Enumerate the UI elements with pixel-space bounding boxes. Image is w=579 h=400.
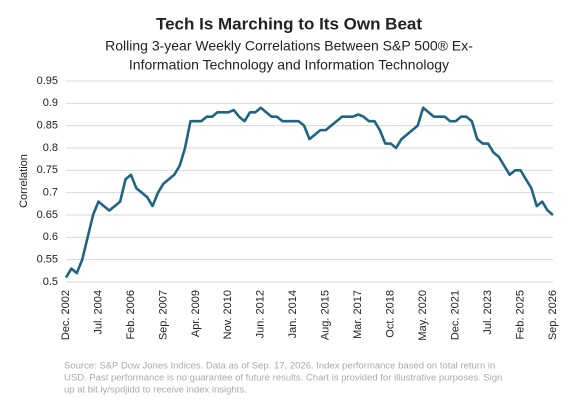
source-note: up at bit.ly/spdjidd to receive index in… bbox=[64, 385, 247, 396]
y-tick-label: 0.85 bbox=[37, 120, 58, 132]
y-tick-label: 0.6 bbox=[43, 231, 58, 243]
x-tick-label: Dec. 2002 bbox=[60, 290, 72, 340]
x-tick-label: Sep. 2026 bbox=[547, 290, 559, 340]
y-axis-label: Correlation bbox=[18, 154, 30, 208]
x-tick-label: Feb. 2006 bbox=[125, 290, 137, 340]
x-tick-label: Apr. 2009 bbox=[190, 290, 202, 337]
y-tick-label: 0.5 bbox=[43, 276, 58, 288]
data-line bbox=[64, 106, 554, 279]
x-tick-label: Aug. 2015 bbox=[320, 290, 332, 340]
y-tick-label: 0.95 bbox=[37, 75, 58, 87]
chart-subtitle: Rolling 3-year Weekly Correlations Betwe… bbox=[105, 38, 473, 54]
chart-subtitle: Information Technology and Information T… bbox=[129, 57, 449, 73]
x-tick-label: Nov. 2010 bbox=[222, 290, 234, 339]
chart-title: Tech Is Marching to Its Own Beat bbox=[156, 14, 422, 33]
x-tick-label: Dec. 2021 bbox=[450, 290, 462, 340]
x-tick-label: May. 2020 bbox=[417, 290, 429, 341]
source-note: Source: S&P Dow Jones Indices. Data as o… bbox=[64, 361, 495, 372]
x-tick-label: Jul. 2023 bbox=[482, 290, 494, 335]
y-tick-label: 0.8 bbox=[43, 142, 58, 154]
y-tick-label: 0.7 bbox=[43, 187, 58, 199]
y-tick-label: 0.55 bbox=[37, 254, 58, 266]
y-tick-label: 0.9 bbox=[43, 97, 58, 109]
x-tick-label: Feb. 2025 bbox=[514, 290, 526, 340]
y-tick-label: 0.75 bbox=[37, 164, 58, 176]
x-tick-label: Jul. 2004 bbox=[92, 290, 104, 335]
x-tick-label: Mar. 2017 bbox=[352, 290, 364, 339]
x-tick-label: Jun. 2012 bbox=[255, 290, 267, 338]
x-tick-label: Jan. 2014 bbox=[287, 290, 299, 338]
source-note: USD. Past performance is no guarantee of… bbox=[64, 373, 502, 384]
x-tick-label: Sep. 2007 bbox=[157, 290, 169, 340]
y-tick-label: 0.65 bbox=[37, 209, 58, 221]
x-tick-label: Oct. 2018 bbox=[385, 290, 397, 338]
